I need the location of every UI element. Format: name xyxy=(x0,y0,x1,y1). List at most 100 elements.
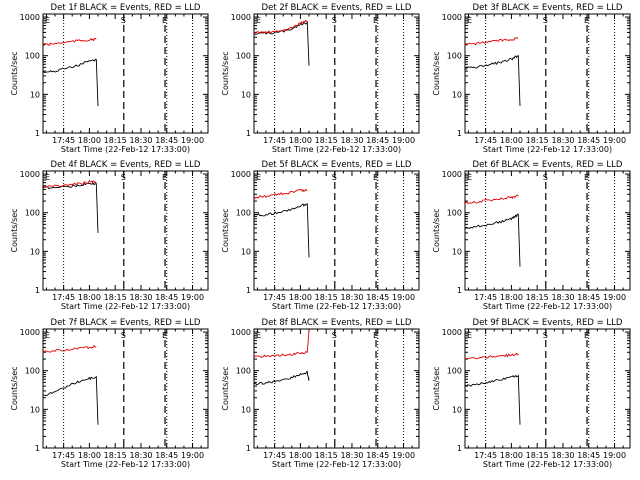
phase-marker-label: E xyxy=(467,331,472,340)
events-series-line xyxy=(253,21,310,66)
x-tick-label: 19:00 xyxy=(603,293,626,302)
x-tick-label: 18:00 xyxy=(289,136,312,145)
lld-series-line xyxy=(464,352,519,360)
events-series-line xyxy=(464,55,521,107)
panel-title: Det 4f BLACK = Events, RED = LLD xyxy=(51,160,201,170)
x-tick-label: 17:45 xyxy=(474,293,497,302)
x-tick-label: 18:30 xyxy=(551,293,574,302)
x-tick-label: 18:30 xyxy=(340,451,363,460)
events-series-line xyxy=(253,203,310,258)
y-tick-label: 10 xyxy=(241,405,251,414)
x-tick-label: 18:45 xyxy=(577,136,600,145)
phase-marker-label: E xyxy=(373,173,378,182)
phase-marker-label: S xyxy=(332,16,337,25)
panel-title: Det 9f BLACK = Events, RED = LLD xyxy=(473,318,623,328)
y-tick-label: 1 xyxy=(457,444,462,453)
y-tick-label: 100 xyxy=(447,367,462,376)
y-tick-label: 1000 xyxy=(20,328,40,337)
axes-frame xyxy=(253,13,420,134)
x-tick-label: 18:15 xyxy=(315,136,338,145)
x-tick-label: 18:30 xyxy=(340,293,363,302)
y-tick-label: 10 xyxy=(452,247,462,256)
panel-title: Det 7f BLACK = Events, RED = LLD xyxy=(51,318,201,328)
x-tick-label: 17:45 xyxy=(474,451,497,460)
x-tick-label: 18:00 xyxy=(289,293,312,302)
y-tick-label: 10 xyxy=(30,247,40,256)
phase-marker-label: S xyxy=(121,173,126,182)
x-axis-label: Start Time (22-Feb-12 17:33:00) xyxy=(483,460,612,469)
x-tick-label: 18:15 xyxy=(315,451,338,460)
y-tick-label: 100 xyxy=(25,367,40,376)
y-tick-label: 1000 xyxy=(231,13,251,22)
y-tick-label: 1000 xyxy=(231,328,251,337)
x-tick-label: 18:15 xyxy=(526,451,549,460)
x-tick-label: 17:45 xyxy=(263,136,286,145)
lld-series-line xyxy=(42,179,97,188)
x-axis-label: Start Time (22-Feb-12 17:33:00) xyxy=(61,302,190,311)
x-tick-label: 17:45 xyxy=(52,293,75,302)
panel-title: Det 2f BLACK = Events, RED = LLD xyxy=(262,3,412,13)
x-tick-label: 18:15 xyxy=(315,293,338,302)
panel-title: Det 6f BLACK = Events, RED = LLD xyxy=(473,160,623,170)
phase-marker-label: E xyxy=(45,331,50,340)
x-tick-label: 17:45 xyxy=(52,451,75,460)
y-axis-label: Counts/sec xyxy=(221,51,230,95)
x-tick-label: 18:45 xyxy=(366,451,389,460)
phase-marker-label: S xyxy=(332,331,337,340)
y-tick-label: 1 xyxy=(35,286,40,295)
x-tick-label: 18:15 xyxy=(104,451,127,460)
axes-frame xyxy=(464,170,631,291)
axes-frame xyxy=(253,328,420,449)
phase-marker-label: S xyxy=(121,331,126,340)
events-series-line xyxy=(42,375,99,425)
x-tick-label: 19:00 xyxy=(392,293,415,302)
y-tick-label: 100 xyxy=(447,52,462,61)
phase-marker-label: E xyxy=(467,173,472,182)
y-tick-label: 1 xyxy=(457,129,462,138)
y-tick-label: 10 xyxy=(30,405,40,414)
x-tick-label: 18:00 xyxy=(78,136,101,145)
x-tick-label: 17:45 xyxy=(263,293,286,302)
x-tick-label: 18:00 xyxy=(500,136,523,145)
phase-marker-label: E xyxy=(467,16,472,25)
y-tick-label: 1 xyxy=(246,444,251,453)
lld-series-line xyxy=(43,37,97,46)
y-tick-label: 10 xyxy=(241,90,251,99)
events-series-line xyxy=(253,370,310,386)
x-tick-label: 19:00 xyxy=(603,136,626,145)
x-tick-label: 18:45 xyxy=(155,136,178,145)
y-tick-label: 1 xyxy=(246,129,251,138)
phase-marker-label: S xyxy=(543,331,548,340)
lld-series-line xyxy=(253,188,308,199)
events-series-line xyxy=(42,181,99,233)
phase-marker-label: E xyxy=(162,16,167,25)
axes-frame xyxy=(464,13,631,134)
y-tick-label: 1000 xyxy=(20,170,40,179)
panel-title: Det 1f BLACK = Events, RED = LLD xyxy=(51,3,201,13)
panel-title: Det 8f BLACK = Events, RED = LLD xyxy=(262,318,412,328)
phase-marker-label: E xyxy=(584,331,589,340)
x-tick-label: 18:30 xyxy=(129,293,152,302)
y-axis-label: Counts/sec xyxy=(221,366,230,410)
x-tick-label: 18:00 xyxy=(500,293,523,302)
y-tick-label: 100 xyxy=(447,209,462,218)
y-tick-label: 1000 xyxy=(20,13,40,22)
x-tick-label: 18:00 xyxy=(78,293,101,302)
y-axis-label: Counts/sec xyxy=(432,51,441,95)
events-series-line xyxy=(464,213,521,267)
x-axis-label: Start Time (22-Feb-12 17:33:00) xyxy=(61,460,190,469)
y-axis-label: Counts/sec xyxy=(432,208,441,252)
x-tick-label: 18:15 xyxy=(104,293,127,302)
lld-series-line xyxy=(253,330,310,359)
x-tick-label: 18:00 xyxy=(500,451,523,460)
x-tick-label: 18:15 xyxy=(526,293,549,302)
x-tick-label: 18:45 xyxy=(577,293,600,302)
x-tick-label: 17:45 xyxy=(263,451,286,460)
y-tick-label: 10 xyxy=(452,405,462,414)
x-tick-label: 18:15 xyxy=(526,136,549,145)
y-axis-label: Counts/sec xyxy=(221,208,230,252)
phase-marker-label: E xyxy=(45,173,50,182)
